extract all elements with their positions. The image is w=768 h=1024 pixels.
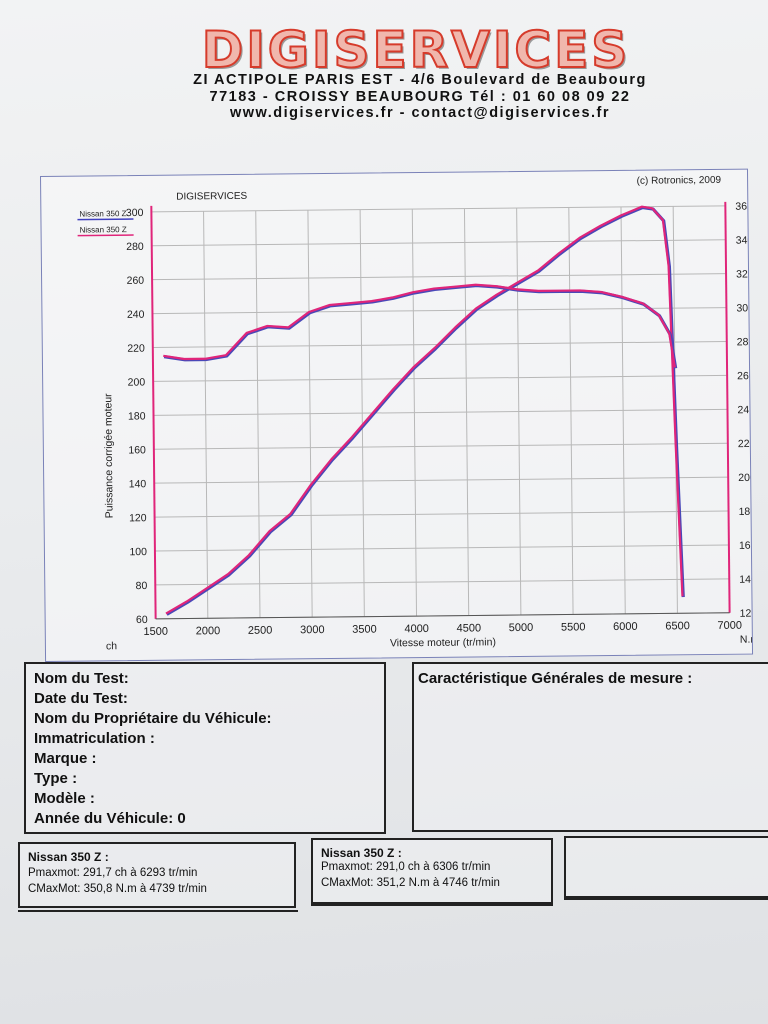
y-tick-label: 80 <box>136 580 148 592</box>
y2-tick-label: 260 <box>737 370 752 382</box>
y2-tick-label: 120 <box>740 608 752 620</box>
legend-entry-0: Nissan 350 Z <box>79 209 126 218</box>
grid-y-10 <box>152 273 727 281</box>
y2-axis-line <box>724 201 731 613</box>
field-type: Type : <box>34 770 78 787</box>
result-box-3 <box>564 836 768 898</box>
field-modele: Modèle : <box>34 790 95 807</box>
x-tick-label: 5500 <box>561 621 586 633</box>
y-tick-label: 240 <box>127 309 145 321</box>
x-tick-label: 2500 <box>248 625 273 637</box>
grid-y-12 <box>151 205 726 213</box>
series-torque-underlay <box>163 283 678 369</box>
y-tick-label: 200 <box>128 376 146 388</box>
y-axis-label: Puissance corrigée moteur <box>102 393 115 519</box>
grid-y-7 <box>153 374 728 382</box>
grid-y-11 <box>151 239 726 247</box>
grid-y-4 <box>154 476 729 484</box>
x-tick-label: 2000 <box>196 625 221 637</box>
result-1-underline <box>18 910 298 912</box>
y2-tick-label: 220 <box>738 438 752 450</box>
y-tick-label: 280 <box>126 241 144 253</box>
address-line-3: www.digiservices.fr - contact@digiservic… <box>229 105 611 121</box>
address-line-1: ZI ACTIPOLE PARIS EST - 4/6 Boulevard de… <box>193 72 647 88</box>
y-tick-label: 140 <box>129 478 147 490</box>
field-immatriculation: Immatriculation : <box>34 730 155 747</box>
result-box-2: Nissan 350 Z : Pmaxmot: 291,0 ch à 6306 … <box>311 838 553 904</box>
y-unit-label: ch <box>106 640 117 652</box>
field-date-test: Date du Test: <box>34 690 128 707</box>
grid-y-2 <box>154 544 729 552</box>
caracteristiques-title: Caractéristique Générales de mesure : <box>418 670 693 687</box>
x-tick-label: 6500 <box>665 620 690 632</box>
result-1-cmax: CMaxMot: 350,8 N.m à 4739 tr/min <box>28 883 207 895</box>
x-tick-label: 6000 <box>613 621 638 633</box>
grid-y-6 <box>153 408 728 416</box>
field-nom-test: Nom du Test: <box>34 670 129 687</box>
y2-tick-label: 300 <box>736 302 752 314</box>
y2-tick-label: 180 <box>738 506 752 518</box>
grid-y-5 <box>153 442 728 450</box>
x-unit-label: N.m <box>740 633 752 645</box>
field-annee: Année du Véhicule: 0 <box>34 810 186 827</box>
test-info-box: Nom du Test: Date du Test: Nom du Propri… <box>24 662 386 834</box>
legend-entry-1: Nissan 350 Z <box>80 225 127 234</box>
company-logo: DIGISERVICES <box>201 21 631 79</box>
result-2-title: Nissan 350 Z : <box>321 846 402 860</box>
field-proprietaire: Nom du Propriétaire du Véhicule: <box>34 710 272 727</box>
grid-y-1 <box>155 578 730 586</box>
series-power-line <box>165 205 684 615</box>
y-axis-line <box>150 205 157 619</box>
y2-tick-label: 140 <box>739 574 752 586</box>
y-tick-label: 60 <box>136 614 148 626</box>
address-line-2: 77183 - CROISSY BEAUBOURG Tél : 01 60 08… <box>209 89 631 105</box>
grid-y-9 <box>152 307 727 315</box>
x-tick-label: 4500 <box>457 622 482 634</box>
result-1-title: Nissan 350 Z : <box>28 850 109 864</box>
x-tick-label: 3500 <box>352 623 377 635</box>
y-tick-label: 220 <box>127 343 145 355</box>
chart-title: DIGISERVICES <box>176 191 247 203</box>
y-tick-label: 260 <box>127 275 145 287</box>
x-tick-label: 7000 <box>717 620 742 632</box>
y2-tick-label: 240 <box>737 404 752 416</box>
x-tick-label: 1500 <box>143 626 168 638</box>
y-tick-label: 120 <box>129 512 147 524</box>
chart-copyright: (c) Rotronics, 2009 <box>637 175 722 187</box>
dyno-chart-svg: 1500 2000 2500 3000 3500 4000 4500 5000 5500 6000… <box>77 175 752 652</box>
y2-tick-label: 360 <box>735 201 752 213</box>
x-tick-label: 5000 <box>509 622 534 634</box>
y2-tick-label: 320 <box>736 268 752 280</box>
result-box-1: Nissan 350 Z : Pmaxmot: 291,7 ch à 6293 … <box>18 842 296 908</box>
y2-tick-label: 160 <box>739 540 752 552</box>
y2-tick-label: 340 <box>736 234 752 246</box>
x-tick-label: 3000 <box>300 624 325 636</box>
x-tick-label: 4000 <box>404 623 429 635</box>
result-2-underline <box>311 904 553 906</box>
result-2-cmax: CMaxMot: 351,2 N.m à 4746 tr/min <box>321 877 500 889</box>
x-axis-line <box>155 612 730 620</box>
y2-tick-label: 200 <box>738 472 752 484</box>
y-tick-label: 100 <box>129 546 147 558</box>
result-1-pmax: Pmaxmot: 291,7 ch à 6293 tr/min <box>28 867 198 879</box>
legend-swatch-1 <box>77 234 134 237</box>
result-2-pmax: Pmaxmot: 291,0 ch à 6306 tr/min <box>321 861 491 873</box>
result-3-underline <box>564 898 768 900</box>
legend-swatch-0 <box>77 218 134 221</box>
x-axis-label: Vitesse moteur (tr/min) <box>390 636 496 649</box>
y2-tick-label: 280 <box>737 336 752 348</box>
caracteristiques-box: Caractéristique Générales de mesure : <box>412 662 768 832</box>
field-marque: Marque : <box>34 750 97 767</box>
y-tick-label: 300 <box>126 207 144 219</box>
dyno-chart: 1500 2000 2500 3000 3500 4000 4500 5000 5500 6000… <box>40 168 754 662</box>
grid-y-3 <box>154 510 729 518</box>
series-torque-line <box>163 283 676 368</box>
y-tick-label: 160 <box>128 444 146 456</box>
y-tick-label: 180 <box>128 410 146 422</box>
